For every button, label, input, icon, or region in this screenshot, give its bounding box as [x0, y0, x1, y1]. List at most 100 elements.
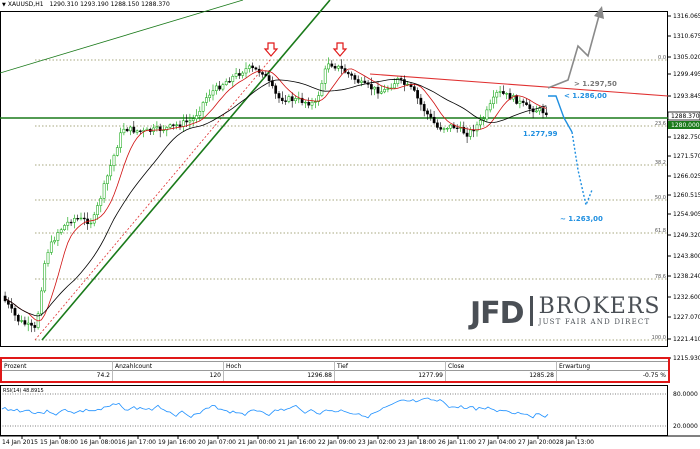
candle-body: [152, 127, 155, 132]
price-axis-label: 1249.320: [673, 232, 700, 239]
candle-body: [13, 308, 17, 316]
price-axis-label: 1221.410: [673, 336, 700, 343]
candle-body: [478, 120, 482, 126]
candle-body: [330, 63, 334, 67]
candle-body: [525, 102, 528, 105]
candle-body: [323, 68, 327, 84]
candle-body: [234, 73, 238, 77]
candle-body: [205, 97, 208, 103]
stats-header: Anzahlcount: [113, 361, 224, 371]
candle-body: [396, 78, 400, 84]
candle-body: [30, 322, 33, 326]
candle-body: [102, 183, 106, 199]
price-axis-label: 1293.845: [673, 93, 700, 100]
candle-body: [419, 97, 423, 105]
candle-body: [119, 132, 122, 148]
candle-body: [33, 325, 37, 328]
candle-body: [82, 217, 86, 220]
caret-down-icon[interactable]: ▼: [2, 2, 6, 8]
candle-body: [191, 118, 195, 121]
bearish-projection-dotted: [571, 131, 593, 208]
candle-body: [254, 67, 258, 70]
time-axis-label: 21 Jan 16:00: [278, 439, 316, 446]
candle-body: [350, 73, 353, 76]
fast-moving-average: [4, 68, 547, 322]
candle-body: [531, 108, 535, 113]
candle-body: [353, 75, 357, 80]
candle-body: [115, 147, 119, 156]
candle-body: [224, 81, 228, 85]
stats-header: Close: [446, 361, 557, 371]
time-axis-label: 16 Jan 08:00: [80, 439, 118, 446]
candle-body: [495, 92, 499, 98]
support-price-label: 1280.000: [671, 122, 700, 129]
sell-signal-arrow-icon: [332, 42, 348, 57]
time-axis-label: 27 Jan 04:00: [478, 439, 516, 446]
candle-body: [455, 127, 459, 129]
candle-body: [290, 96, 294, 102]
price-axis-label: 1282.750: [673, 134, 700, 141]
candle-body: [66, 221, 70, 226]
candle-body: [198, 111, 202, 116]
stats-value: -0.75 %: [642, 372, 666, 379]
price-axis-label: 1299.495: [673, 71, 700, 78]
sell-signal-arrow-icon: [263, 42, 279, 57]
candle-body: [327, 63, 330, 70]
fibonacci-level-label: 78.6: [655, 274, 666, 280]
candle-body: [274, 85, 278, 94]
bullish-projection-line: [547, 11, 601, 89]
stats-header-row: Prozent Anzahlcount Hoch Tief Close Erwa…: [2, 361, 668, 371]
candle-body: [185, 120, 188, 123]
candle-body: [69, 221, 73, 224]
candle-body: [201, 102, 205, 112]
candle-body: [412, 86, 416, 91]
candle-body: [287, 96, 291, 102]
candle-body: [20, 320, 23, 322]
candle-body: [426, 110, 429, 115]
candle-body: [89, 222, 93, 225]
main-chart-frame: [0, 11, 668, 347]
stats-header: Prozent: [2, 361, 113, 371]
candle-body: [155, 126, 159, 129]
annotation-level-1: < 1.286,00: [564, 92, 607, 100]
candle-body: [538, 108, 542, 112]
time-axis-label: 20 Jan 07:00: [198, 439, 236, 446]
candle-body: [376, 86, 380, 94]
candle-body: [106, 175, 109, 184]
candle-body: [49, 241, 53, 253]
candle-body: [228, 81, 231, 83]
current-price-tag: [667, 111, 700, 121]
candle-body: [379, 91, 383, 94]
candle-body: [333, 66, 337, 69]
candle-body: [502, 91, 505, 94]
candle-body: [129, 126, 132, 132]
rsi-label: RSI(14) 48.8915: [3, 388, 44, 394]
price-axis-label: 1260.515: [673, 192, 700, 199]
candle-body: [195, 115, 198, 120]
candle-body: [208, 94, 212, 98]
candle-body: [515, 95, 518, 104]
candle-body: [429, 113, 433, 118]
candle-body: [439, 127, 443, 130]
candle-body: [231, 76, 235, 82]
candle-body: [363, 80, 367, 83]
time-axis-label: 27 Jan 20:00: [518, 439, 556, 446]
current-price-label: 1288.370: [671, 113, 700, 120]
candle-body: [528, 104, 532, 110]
stats-header: Tief: [335, 361, 446, 371]
candle-body: [346, 72, 350, 75]
price-axis-label: 1305.020: [673, 54, 700, 61]
candle-body: [53, 240, 56, 243]
candle-body: [280, 97, 284, 102]
symbol-label: XAUUSD,H1: [7, 1, 44, 8]
annotation-level-3: ~ 1.263,00: [560, 215, 603, 223]
candle-body: [360, 80, 363, 83]
time-axis-label: 15 Jan 08:00: [40, 439, 78, 446]
bullish-target-label: > 1.297,50: [574, 80, 617, 88]
candle-body: [76, 218, 80, 220]
candle-body: [518, 100, 522, 104]
candle-body: [267, 75, 271, 81]
arrow-up-icon: [594, 6, 604, 19]
